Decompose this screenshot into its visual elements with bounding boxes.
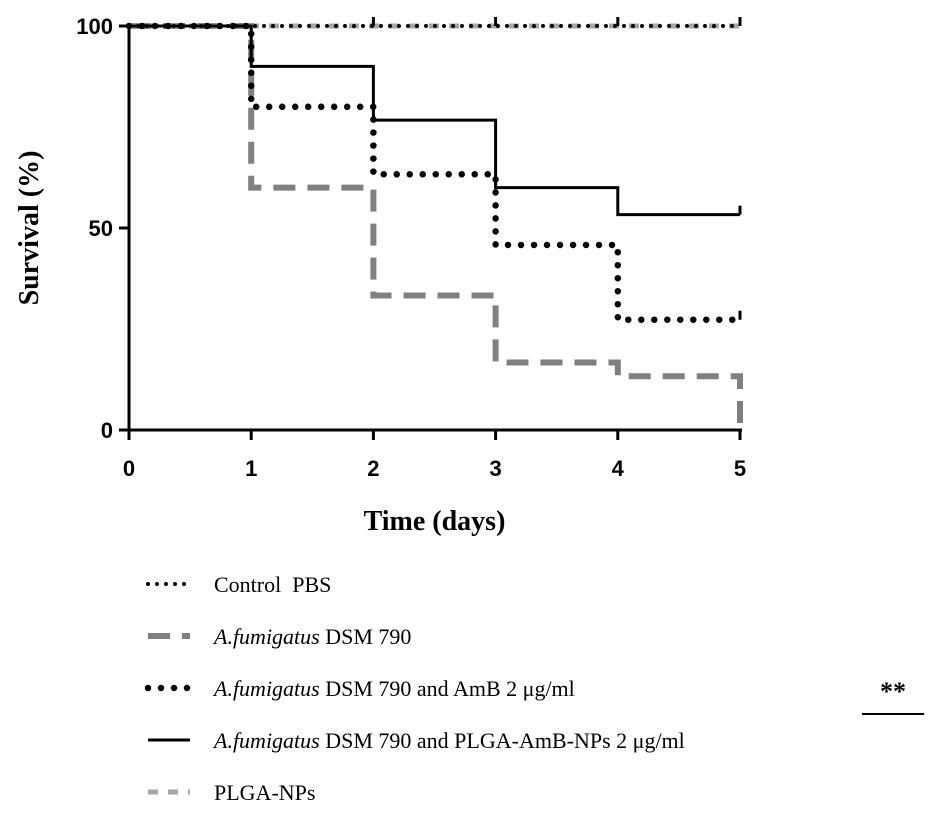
- legend-label-italic-2: A.fumigatus: [212, 624, 320, 649]
- legend-label-text-1: Control PBS: [214, 572, 331, 597]
- y-tick-label-100: 100: [76, 14, 113, 39]
- legend-label-text-5: PLGA-NPs: [214, 780, 315, 805]
- legend-label-italic-3: A.fumigatus: [212, 676, 320, 701]
- legend-label-text-4: DSM 790 and PLGA-AmB-NPs 2 μg/ml: [320, 728, 685, 753]
- legend-label-5: PLGA-NPs: [214, 780, 315, 805]
- annotations: **: [862, 677, 924, 715]
- x-tick-label-0: 0: [123, 456, 135, 481]
- x-tick-label-3: 3: [489, 456, 501, 481]
- legend-label-1: Control PBS: [214, 572, 331, 597]
- y-tick-label-50: 50: [89, 216, 113, 241]
- legend-label-text-3: DSM 790 and AmB 2 μg/ml: [320, 676, 575, 701]
- significance-label: **: [880, 677, 906, 706]
- x-tick-label-5: 5: [734, 456, 746, 481]
- legend-label-4: A.fumigatus DSM 790 and PLGA-AmB-NPs 2 μ…: [212, 728, 685, 753]
- series-line-4: [129, 24, 740, 217]
- legend-label-3: A.fumigatus DSM 790 and AmB 2 μg/ml: [212, 676, 575, 701]
- legend-label-italic-4: A.fumigatus: [212, 728, 320, 753]
- x-tick-label-2: 2: [367, 456, 379, 481]
- x-axis-title: Time (days): [364, 506, 506, 537]
- x-tick-label-1: 1: [245, 456, 257, 481]
- series-line-3: [125, 22, 744, 323]
- legend-label-text-2: DSM 790: [320, 624, 412, 649]
- legend-label-2: A.fumigatus DSM 790: [212, 624, 411, 649]
- y-tick-label-0: 0: [101, 418, 113, 443]
- x-tick-label-4: 4: [612, 456, 625, 481]
- plot-area: [125, 17, 744, 430]
- y-axis-title: Survival (%): [14, 151, 45, 306]
- series-line-2: [129, 23, 743, 430]
